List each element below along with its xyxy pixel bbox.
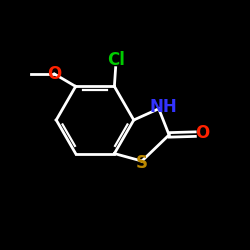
Text: S: S <box>136 154 148 172</box>
Text: O: O <box>47 65 62 83</box>
Text: Cl: Cl <box>107 51 124 69</box>
Text: NH: NH <box>149 98 177 116</box>
Text: O: O <box>195 124 210 142</box>
